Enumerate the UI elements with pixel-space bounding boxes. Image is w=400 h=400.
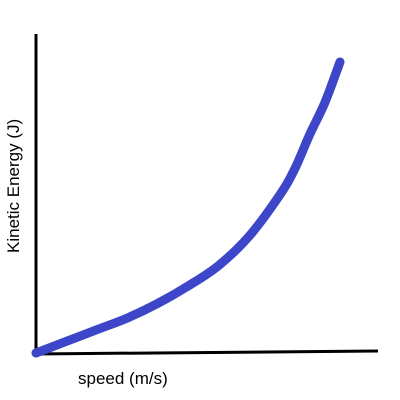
kinetic-energy-curve-0 <box>31 57 345 358</box>
y-axis-label: Kinetic Energy (J) <box>4 119 23 253</box>
series-layer <box>31 57 345 358</box>
x-axis-label: speed (m/s) <box>78 369 168 388</box>
x-axis <box>33 349 379 356</box>
